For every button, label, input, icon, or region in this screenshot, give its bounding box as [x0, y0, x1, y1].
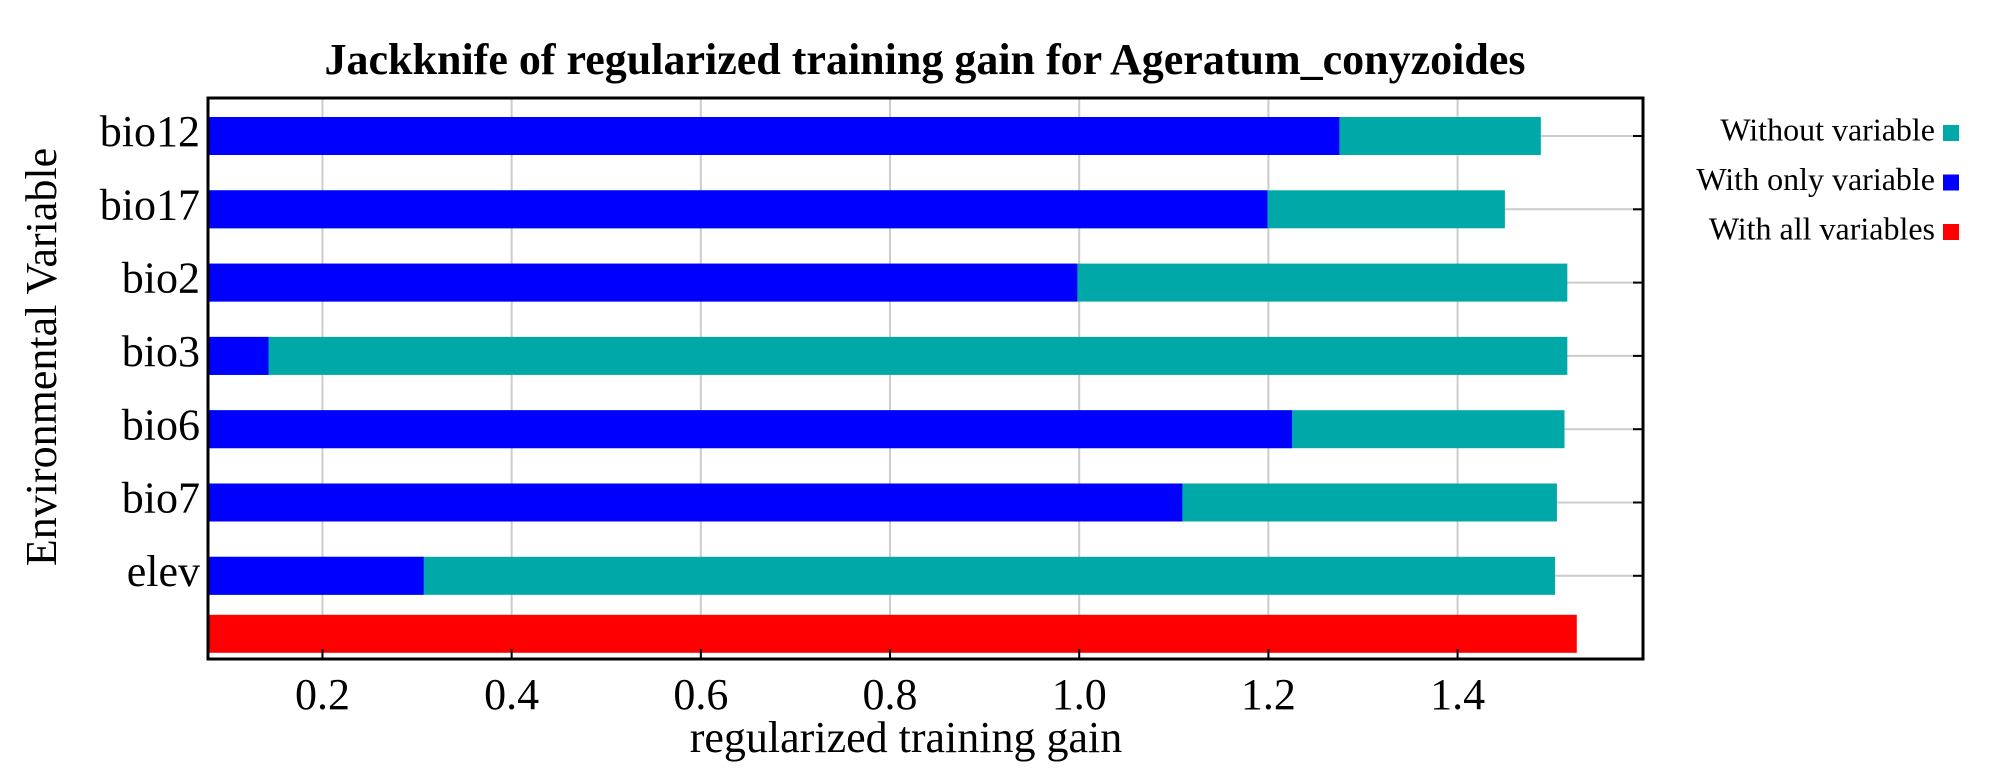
legend-swatch — [1943, 174, 1959, 191]
y-tick-label: bio7 — [122, 474, 200, 523]
bar — [208, 336, 1568, 375]
x-axis-label: regularized training gain — [690, 713, 1122, 762]
legend-swatch — [1943, 224, 1959, 240]
legend-label: With only variable — [1696, 161, 1935, 197]
bar — [208, 614, 1577, 653]
y-tick-label: bio2 — [122, 254, 200, 303]
bar — [208, 556, 1556, 595]
bar — [208, 336, 269, 375]
y-tick-label: bio6 — [122, 400, 200, 449]
bar — [208, 190, 1268, 229]
y-axis-label: Environmental Variable — [17, 148, 66, 566]
y-tick-label: bio3 — [122, 327, 200, 376]
x-tick-label: 1.2 — [1241, 670, 1296, 719]
bar — [208, 117, 1340, 155]
bar — [208, 483, 1183, 522]
chart-title: Jackknife of regularized training gain f… — [325, 35, 1526, 84]
plot-frame — [206, 96, 1645, 661]
x-tick-label: 0.4 — [484, 670, 539, 719]
legend-label: With all variables — [1709, 210, 1935, 246]
bar — [208, 556, 424, 595]
y-tick-label: bio12 — [100, 107, 200, 156]
y-tick-label: elev — [127, 547, 200, 596]
legend-swatch — [1943, 125, 1959, 141]
x-tick-label: 0.8 — [863, 670, 918, 719]
x-tick-label: 0.2 — [295, 670, 350, 719]
y-tick-label: bio17 — [100, 180, 200, 229]
bar — [208, 410, 1293, 449]
bar — [208, 263, 1078, 302]
legend-label: Without variable — [1720, 111, 1935, 147]
x-tick-label: 1.0 — [1052, 670, 1107, 719]
x-tick-label: 1.4 — [1430, 670, 1485, 719]
x-tick-label: 0.6 — [673, 670, 728, 719]
